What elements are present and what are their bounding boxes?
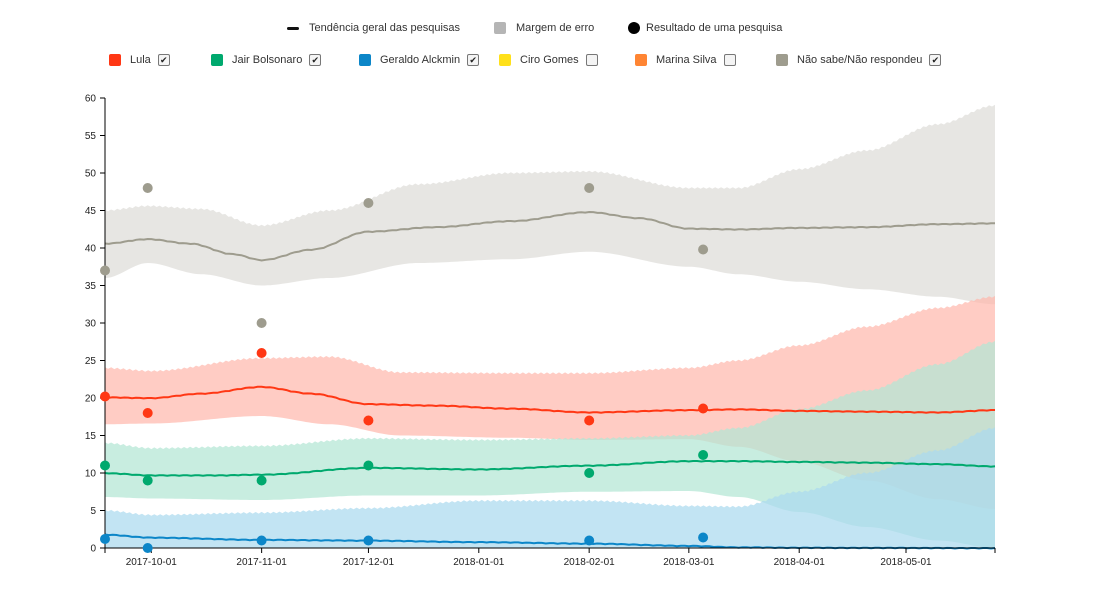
poll-point-geraldo-alckmin [256, 535, 267, 546]
band-jair-bolsonaro [105, 340, 995, 548]
ciro-checkbox[interactable] [585, 54, 598, 66]
candidate-name: Não sabe/Não respondeu [797, 54, 923, 66]
x-tick-label: 2018-05-01 [880, 557, 932, 568]
band-geraldo-alckmin [105, 427, 995, 548]
x-tick-label: 2017-10-01 [126, 557, 178, 568]
poll-point-jair-bolsonaro [698, 450, 709, 460]
y-tick-label: 30 [85, 319, 97, 330]
poll-dot-icon [628, 22, 640, 34]
poll-point-nao-sabe-nao-respondeu [142, 183, 153, 193]
candidate-filter: Lula ✔ Jair Bolsonaro ✔ Geraldo Alckmin … [0, 50, 1110, 70]
candidate-toggle-ciro[interactable]: Ciro Gomes [499, 50, 598, 70]
y-tick-label: 40 [85, 244, 97, 255]
marina-checkbox[interactable] [723, 54, 736, 66]
poll-point-nao-sabe-nao-respondeu [100, 265, 110, 276]
trend-line-icon [287, 26, 299, 30]
poll-point-jair-bolsonaro [142, 475, 153, 486]
x-tick-label: 2018-04-01 [774, 557, 826, 568]
lula-color-swatch [109, 54, 121, 66]
x-tick-label: 2018-01-01 [453, 557, 505, 568]
axes: 0 5 10 15 20 25 30 35 40 45 50 55 60 2017-10-01 2017-1… [85, 94, 996, 568]
nao-sabe-checkbox[interactable]: ✔ [929, 54, 942, 66]
candidate-name: Marina Silva [656, 54, 717, 66]
poll-point-jair-bolsonaro [584, 468, 595, 478]
bolsonaro-checkbox[interactable]: ✔ [309, 54, 322, 66]
poll-point-geraldo-alckmin [698, 532, 709, 543]
legend-poll-label: Resultado de uma pesquisa [646, 22, 783, 34]
marina-color-swatch [635, 54, 647, 66]
legend-key: Tendência geral das pesquisas Margem de … [0, 18, 1110, 38]
poll-points [100, 183, 709, 553]
trend-lula [104, 385, 995, 414]
candidate-name: Geraldo Alckmin [380, 54, 461, 66]
poll-point-geraldo-alckmin [142, 543, 153, 553]
ciro-color-swatch [499, 54, 511, 66]
legend-margin-label: Margem de erro [516, 22, 595, 34]
x-tick-label: 2018-03-01 [663, 557, 715, 568]
poll-point-lula [100, 391, 110, 402]
nao-sabe-color-swatch [776, 54, 788, 66]
poll-point-lula [698, 403, 709, 414]
poll-point-lula [256, 348, 267, 358]
poll-point-jair-bolsonaro [256, 475, 267, 486]
poll-point-jair-bolsonaro [100, 460, 110, 471]
y-tick-label: 15 [85, 431, 97, 442]
legend-margin: Margem de erro [494, 18, 594, 38]
y-tick-label: 60 [85, 94, 97, 105]
x-tick-label: 2017-11-01 [236, 557, 287, 568]
candidate-name: Ciro Gomes [520, 54, 579, 66]
poll-point-geraldo-alckmin [100, 534, 110, 544]
poll-point-nao-sabe-nao-respondeu [256, 318, 267, 328]
poll-point-geraldo-alckmin [363, 535, 374, 546]
candidate-toggle-marina[interactable]: Marina Silva [635, 50, 736, 70]
legend-trend-label: Tendência geral das pesquisas [309, 22, 461, 34]
legend-poll: Resultado de uma pesquisa [628, 18, 782, 38]
margin-square-icon [494, 22, 506, 34]
alckmin-checkbox[interactable]: ✔ [467, 54, 480, 66]
candidate-name: Jair Bolsonaro [232, 54, 303, 66]
legend-trend: Tendência geral das pesquisas [287, 18, 460, 38]
y-tick-label: 50 [85, 169, 97, 180]
y-tick-label: 35 [85, 281, 97, 292]
poll-point-nao-sabe-nao-respondeu [363, 198, 374, 208]
band-nao-sabe-nao-respondeu [105, 104, 995, 305]
poll-point-nao-sabe-nao-respondeu [698, 244, 709, 255]
candidate-toggle-lula[interactable]: Lula ✔ [109, 50, 170, 70]
poll-point-jair-bolsonaro [363, 460, 374, 471]
band-lula [105, 295, 995, 509]
alckmin-color-swatch [359, 54, 371, 66]
poll-point-lula [142, 408, 153, 418]
poll-point-lula [584, 415, 595, 426]
x-tick-label: 2018-02-01 [564, 557, 616, 568]
candidate-name: Lula [130, 54, 151, 66]
trend-nao-sabe-nao-respondeu [104, 210, 995, 262]
candidate-toggle-bolsonaro[interactable]: Jair Bolsonaro ✔ [211, 50, 322, 70]
poll-point-geraldo-alckmin [584, 535, 595, 546]
y-tick-label: 10 [85, 469, 97, 480]
bolsonaro-color-swatch [211, 54, 223, 66]
y-tick-label: 20 [85, 394, 97, 405]
y-tick-label: 25 [85, 356, 97, 367]
poll-point-nao-sabe-nao-respondeu [584, 183, 595, 193]
lula-checkbox[interactable]: ✔ [157, 54, 170, 66]
y-tick-label: 0 [90, 544, 96, 555]
poll-point-lula [363, 415, 374, 426]
candidate-toggle-nao-sabe[interactable]: Não sabe/Não respondeu ✔ [776, 50, 942, 70]
y-tick-label: 5 [90, 506, 96, 517]
trend-jair-bolsonaro [104, 459, 996, 477]
error-bands [105, 104, 995, 548]
y-tick-label: 45 [85, 206, 97, 217]
candidate-toggle-alckmin[interactable]: Geraldo Alckmin ✔ [359, 50, 480, 70]
x-tick-label: 2017-12-01 [343, 557, 395, 568]
y-tick-label: 55 [85, 131, 97, 142]
